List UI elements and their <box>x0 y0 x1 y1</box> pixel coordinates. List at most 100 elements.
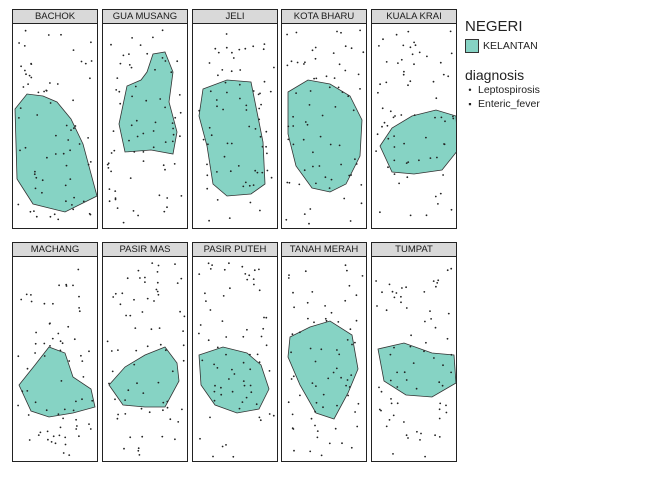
case-point <box>314 360 317 363</box>
case-point <box>450 267 453 270</box>
case-point <box>209 268 212 270</box>
map-panel <box>192 256 278 462</box>
case-point <box>222 108 224 111</box>
case-point <box>231 390 234 393</box>
case-point <box>256 353 259 356</box>
case-point <box>127 389 130 392</box>
case-point <box>406 176 409 179</box>
case-point <box>287 401 290 404</box>
case-point <box>440 116 443 119</box>
case-point <box>119 62 122 65</box>
case-point <box>265 130 268 133</box>
case-point <box>89 161 92 163</box>
case-point <box>258 268 260 271</box>
case-point <box>106 163 109 166</box>
case-point <box>402 44 405 47</box>
case-point <box>340 163 342 166</box>
case-point <box>144 281 146 283</box>
case-point <box>142 160 145 163</box>
case-point <box>146 345 149 348</box>
case-point <box>223 268 226 271</box>
case-point <box>409 46 412 49</box>
case-point <box>48 322 51 325</box>
case-point <box>183 315 186 318</box>
case-point <box>389 353 392 356</box>
case-point <box>259 209 261 212</box>
case-point <box>303 213 306 216</box>
case-point <box>216 171 218 173</box>
case-point <box>133 363 136 366</box>
case-point <box>156 290 159 293</box>
case-point <box>209 90 212 93</box>
district-polygon <box>198 79 266 197</box>
case-point <box>145 99 148 102</box>
case-point <box>400 58 403 61</box>
case-point <box>198 332 200 335</box>
case-point <box>430 318 432 320</box>
case-point <box>385 61 388 63</box>
case-point <box>343 197 346 200</box>
legend-point-item: • Leptospirosis <box>465 83 655 97</box>
case-point <box>56 83 59 85</box>
case-point <box>228 378 230 380</box>
case-point <box>379 83 381 86</box>
map-svg <box>198 33 275 222</box>
case-point <box>164 106 166 109</box>
case-point <box>65 285 68 287</box>
case-point <box>391 290 394 293</box>
map-panel <box>102 256 188 462</box>
case-point <box>238 407 241 410</box>
case-point <box>354 341 356 344</box>
case-point <box>224 81 227 84</box>
case-point <box>114 198 117 201</box>
case-point <box>206 163 208 166</box>
case-point <box>258 289 261 292</box>
case-point <box>350 374 353 376</box>
case-point <box>164 60 167 62</box>
case-point <box>254 128 257 130</box>
case-point <box>68 360 71 362</box>
case-point <box>198 273 201 275</box>
case-point <box>252 45 255 48</box>
case-point <box>88 423 90 425</box>
case-point <box>265 344 268 347</box>
case-point <box>62 417 64 420</box>
case-point <box>287 125 290 128</box>
case-point <box>396 386 399 388</box>
case-point <box>254 169 257 172</box>
case-point <box>434 116 436 119</box>
case-point <box>450 52 453 55</box>
case-point <box>265 316 268 319</box>
case-point <box>155 288 158 291</box>
case-point <box>154 121 157 124</box>
case-point <box>209 416 211 419</box>
case-point <box>113 149 116 152</box>
case-point <box>208 126 211 129</box>
case-point <box>37 434 40 436</box>
case-point <box>170 71 173 74</box>
case-point <box>156 271 159 273</box>
case-point <box>447 75 450 78</box>
case-point <box>346 339 349 341</box>
case-point <box>322 393 325 396</box>
case-point <box>229 287 231 290</box>
case-point <box>253 269 256 272</box>
case-point <box>261 145 264 148</box>
case-point <box>311 49 314 52</box>
case-point <box>291 413 294 416</box>
case-point <box>356 425 359 428</box>
case-point <box>114 190 117 193</box>
map-svg <box>375 30 456 217</box>
case-point <box>177 421 180 423</box>
case-point <box>114 292 117 295</box>
case-point <box>19 149 21 152</box>
case-point <box>293 449 295 452</box>
case-point <box>245 104 248 107</box>
case-point <box>202 138 205 141</box>
case-point <box>409 345 412 348</box>
case-point <box>329 143 332 146</box>
case-point <box>217 51 220 54</box>
case-point <box>416 430 418 433</box>
case-point <box>64 184 67 187</box>
case-point <box>36 114 39 116</box>
